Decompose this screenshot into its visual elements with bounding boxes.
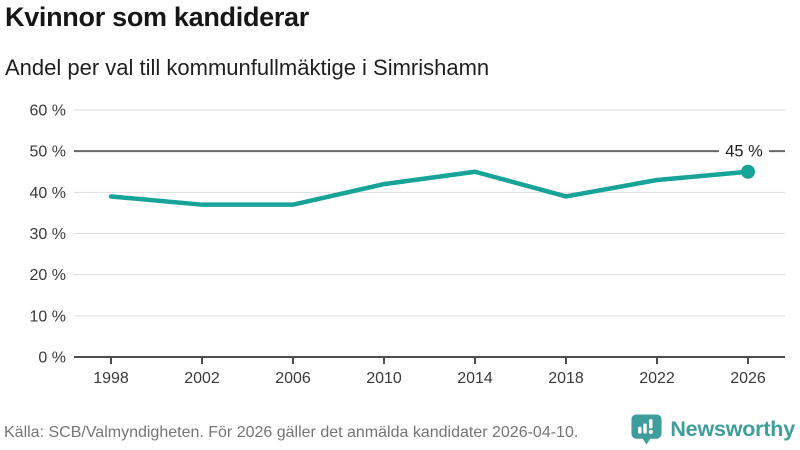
newsworthy-logo-text: Newsworthy <box>670 417 795 441</box>
y-tick-label: 60 % <box>30 103 66 120</box>
x-tick-label: 2026 <box>730 370 766 387</box>
chart-subtitle: Andel per val till kommunfullmäktige i S… <box>5 55 490 80</box>
source-note: Källa: SCB/Valmyndigheten. För 2026 gäll… <box>4 424 579 441</box>
end-value-label: 45 % <box>725 143 763 161</box>
y-tick-label: 10 % <box>30 308 66 325</box>
newsworthy-logo-icon <box>631 414 662 445</box>
x-tick-label: 2006 <box>275 370 311 387</box>
x-tick-label: 2022 <box>639 370 675 387</box>
x-tick-label: 2010 <box>366 370 402 387</box>
y-tick-label: 0 % <box>38 350 66 367</box>
y-tick-label: 30 % <box>30 226 66 243</box>
chart-title: Kvinnor som kandiderar <box>5 2 309 32</box>
y-tick-label: 20 % <box>30 267 66 284</box>
newsworthy-logo: Newsworthy <box>630 413 795 446</box>
logo-bar-tall <box>643 423 648 434</box>
y-tick-label: 40 % <box>30 185 66 202</box>
x-tick-label: 2014 <box>457 370 493 387</box>
end-point-marker <box>741 164 755 179</box>
logo-exclamation-bar <box>649 419 653 429</box>
data-line <box>108 169 751 207</box>
logo-bar-small <box>638 426 642 434</box>
y-tick-label: 50 % <box>30 144 66 161</box>
x-tick-label: 2018 <box>548 370 584 387</box>
x-tick-label: 1998 <box>93 370 129 387</box>
annotation-mask <box>719 140 769 161</box>
x-tick-label: 2002 <box>184 370 220 387</box>
logo-exclamation-dot <box>649 429 654 434</box>
